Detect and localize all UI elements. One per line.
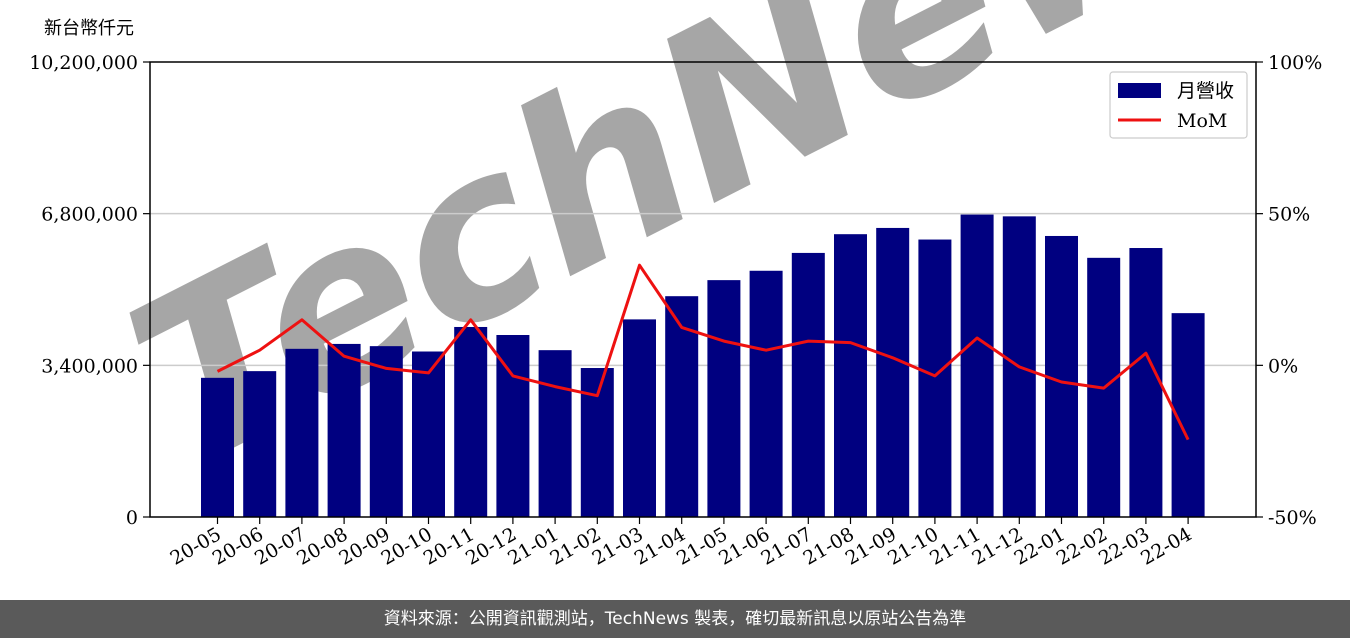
y-axis-unit-label: 新台幣仟元: [44, 18, 134, 39]
bar-21-06: [749, 270, 783, 517]
bar-21-08: [834, 234, 867, 517]
bar-21-07: [791, 252, 825, 517]
legend-label-mom: MoM: [1177, 110, 1227, 132]
bar-21-10: [918, 239, 952, 517]
left-tick-label-1: 3,400,000: [41, 355, 138, 377]
bar-21-02: [580, 368, 614, 517]
bar-20-07: [285, 348, 319, 517]
bar-20-11: [454, 326, 488, 517]
bar-22-03: [1129, 248, 1163, 517]
bar-20-05: [201, 377, 234, 517]
bar-21-01: [538, 350, 572, 517]
legend: 月營收 MoM: [1109, 71, 1248, 139]
legend-label-revenue: 月營收: [1177, 80, 1234, 102]
left-tick-label-2: 6,800,000: [41, 204, 138, 226]
bar-21-09: [876, 227, 910, 518]
bar-20-10: [412, 351, 445, 517]
bar-series: [201, 214, 1205, 518]
bar-21-11: [960, 214, 994, 517]
mom-series: [216, 263, 1190, 441]
bar-21-04: [665, 296, 699, 517]
source-footer: 資料來源：公開資訊觀測站，TechNews 製表，確切最新訊息以原站公告為準: [0, 600, 1350, 638]
bar-20-09: [369, 346, 403, 517]
left-tick-label-0: 0: [126, 507, 138, 529]
mom-line: [216, 263, 1190, 441]
bar-20-06: [243, 371, 277, 517]
right-tick-label-0: -50%: [1268, 507, 1317, 529]
bar-21-05: [707, 280, 741, 517]
plot-frame: [149, 61, 1257, 518]
bar-20-08: [327, 343, 361, 517]
bar-20-12: [496, 335, 530, 517]
left-tick-label-3: 10,200,000: [29, 52, 138, 74]
right-tick-label-2: 50%: [1268, 204, 1310, 226]
revenue-chart: TechNews 03,400,0006,800,00010,200,000-5…: [29, 0, 1350, 570]
legend-swatch-bar: [1118, 83, 1161, 98]
right-tick-label-1: 0%: [1268, 355, 1298, 377]
right-tick-label-3: 100%: [1268, 52, 1322, 74]
bar-21-03: [623, 319, 656, 517]
